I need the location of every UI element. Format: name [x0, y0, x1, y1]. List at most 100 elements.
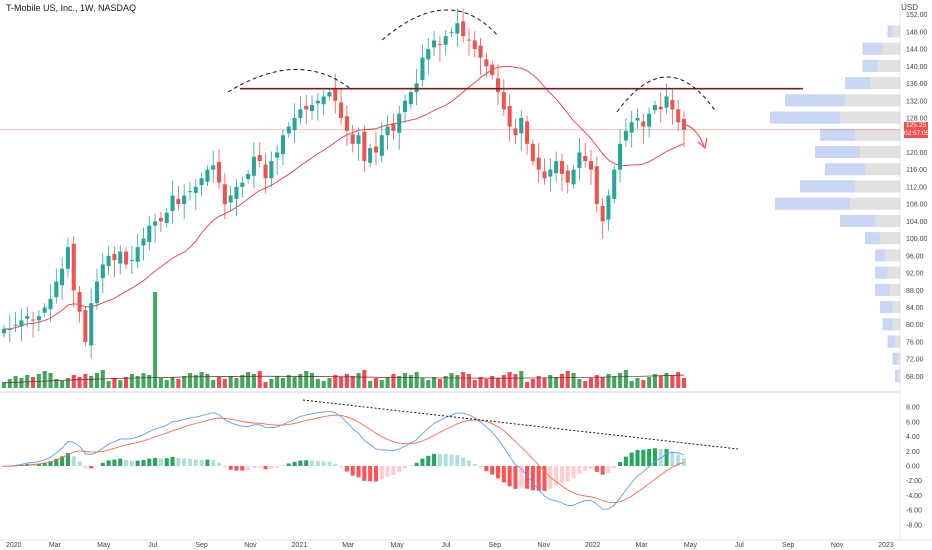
volume-profile-up-bar	[840, 214, 875, 228]
candle-body	[286, 126, 291, 134]
macd-histogram-bar	[402, 466, 408, 469]
macd-histogram-bar	[443, 454, 448, 466]
volume-profile-up-bar	[892, 352, 898, 365]
candle-body	[577, 152, 582, 168]
macd-histogram-bar	[60, 456, 65, 466]
volume-bar	[135, 376, 140, 388]
macd-histogram-bar	[356, 466, 361, 478]
volume-bar	[118, 380, 123, 388]
time-tick-label: Sep	[782, 542, 795, 549]
macd-histogram-bar	[432, 453, 437, 466]
candle-body	[199, 178, 204, 186]
volume-bar	[83, 374, 88, 388]
time-tick-label: Nov	[244, 542, 257, 549]
volume-bar	[484, 379, 489, 388]
volume-bar	[507, 372, 512, 388]
time-tick-label: May	[684, 542, 698, 549]
volume-bar	[391, 374, 396, 388]
volume-profile-down-bar	[860, 145, 900, 159]
volume-bar	[530, 379, 535, 388]
volume-bar	[426, 380, 431, 388]
candle-body	[1, 329, 7, 334]
volume-bar	[373, 378, 378, 388]
volume-bar	[25, 375, 30, 388]
volume-profile-down-bar	[890, 283, 900, 296]
volume-profile-up-bar	[775, 197, 850, 210]
macd-histogram-bar	[664, 448, 669, 466]
volume-bar	[368, 381, 373, 388]
volume-bar	[286, 375, 291, 388]
volume-profile-up-bar	[882, 318, 893, 331]
macd-histogram-bar	[65, 452, 70, 466]
candle-body	[205, 169, 210, 182]
candle-body	[618, 143, 623, 170]
macd-histogram-bar	[106, 460, 111, 466]
volume-bar	[228, 376, 233, 388]
candle-body	[478, 45, 483, 58]
volume-bar	[129, 374, 134, 388]
candle-body	[379, 135, 384, 156]
candle-body	[42, 307, 47, 313]
price-tick-label: 128.00	[906, 115, 928, 122]
candle-body	[187, 191, 193, 193]
volume-bar	[182, 376, 187, 388]
candle-body	[263, 164, 268, 179]
candle-body	[269, 161, 274, 179]
volume-bar	[333, 375, 338, 388]
volume-profile-down-bar	[870, 77, 900, 90]
macd-histogram-bar	[240, 466, 245, 471]
volume-bar	[257, 371, 262, 388]
macd-tick-label: -4.00	[906, 493, 922, 500]
volume-bar	[153, 292, 158, 388]
price-tick-label: 140.00	[906, 64, 928, 71]
volume-bar	[54, 379, 59, 388]
volume-bar	[478, 377, 483, 388]
volume-bar	[577, 379, 582, 388]
macd-tick-label: 2.00	[906, 449, 920, 456]
volume-bar	[397, 376, 402, 388]
candle-body	[344, 116, 349, 131]
time-tick-label: Nov	[538, 542, 551, 549]
candle-body	[484, 59, 489, 67]
macd-histogram-bar	[641, 449, 646, 466]
volume-profile-up-bar	[825, 163, 865, 176]
volume-bar	[536, 376, 541, 388]
volume-bar	[240, 375, 245, 388]
macd-histogram-bar	[333, 463, 338, 466]
volume-bar	[670, 375, 675, 388]
macd-histogram-bar	[315, 460, 320, 466]
volume-bar	[513, 374, 518, 388]
macd-histogram-bar	[507, 466, 512, 487]
right-shoulder-arc	[616, 76, 717, 113]
time-tick-label: Mar	[49, 542, 62, 549]
macd-histogram-bar	[77, 461, 82, 466]
macd-histogram-bar	[234, 466, 239, 471]
candle-body	[234, 186, 239, 199]
candle-body	[676, 109, 681, 123]
macd-histogram-bar	[577, 466, 582, 474]
candle-body	[472, 40, 477, 50]
macd-histogram-bar	[124, 460, 129, 466]
candle-body	[664, 96, 669, 108]
volume-profile-up-bar	[862, 42, 883, 55]
candle-body	[321, 96, 326, 105]
volume-profile-down-bar	[892, 301, 900, 314]
macd-histogram-bar	[71, 456, 76, 466]
volume-bar	[217, 377, 222, 388]
macd-histogram-bar	[280, 465, 286, 467]
candle-body	[519, 117, 524, 134]
price-tick-label: 104.00	[906, 219, 928, 226]
candle-body	[612, 169, 617, 199]
currency-label: USD	[901, 3, 918, 12]
candle-body	[48, 298, 53, 310]
candle-body	[635, 117, 640, 121]
time-tick-label: 2023	[878, 542, 894, 549]
macd-histogram-bar	[670, 451, 675, 466]
macd-histogram-bar	[286, 463, 291, 466]
volume-bar	[554, 377, 559, 388]
volume-profile-down-bar	[897, 352, 900, 365]
volume-bar	[280, 378, 286, 388]
volume-profile-down-bar	[895, 335, 900, 348]
volume-bar	[495, 378, 501, 388]
volume-bar	[420, 378, 425, 388]
